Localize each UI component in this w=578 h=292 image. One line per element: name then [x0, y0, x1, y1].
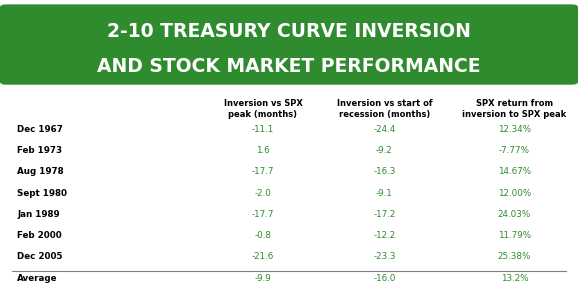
FancyBboxPatch shape [0, 4, 578, 85]
Text: -12.2: -12.2 [373, 231, 395, 239]
Text: -0.8: -0.8 [254, 231, 272, 239]
Text: -23.3: -23.3 [373, 252, 395, 260]
Text: -17.7: -17.7 [252, 168, 274, 176]
Text: -24.4: -24.4 [373, 126, 395, 134]
Text: -7.77%: -7.77% [499, 147, 530, 155]
Text: 25.38%: 25.38% [498, 252, 531, 260]
Text: -21.6: -21.6 [252, 252, 274, 260]
Text: Jan 1989: Jan 1989 [17, 210, 60, 218]
Text: Feb 2000: Feb 2000 [17, 231, 62, 239]
Text: -16.3: -16.3 [373, 168, 395, 176]
Text: 14.67%: 14.67% [498, 168, 531, 176]
Text: -2.0: -2.0 [254, 189, 272, 197]
Text: 2-10 TREASURY CURVE INVERSION: 2-10 TREASURY CURVE INVERSION [107, 22, 471, 41]
Text: 12.00%: 12.00% [498, 189, 531, 197]
Text: 24.03%: 24.03% [498, 210, 531, 218]
Text: Inversion vs SPX
peak (months): Inversion vs SPX peak (months) [224, 99, 302, 119]
Text: -9.9: -9.9 [255, 274, 271, 283]
Text: Inversion vs start of
recession (months): Inversion vs start of recession (months) [336, 99, 432, 119]
Text: 13.2%: 13.2% [501, 274, 528, 283]
Text: 11.79%: 11.79% [498, 231, 531, 239]
Text: -16.0: -16.0 [373, 274, 395, 283]
Text: -17.2: -17.2 [373, 210, 395, 218]
Text: Dec 2005: Dec 2005 [17, 252, 63, 260]
Text: -9.1: -9.1 [376, 189, 392, 197]
Text: SPX return from
inversion to SPX peak: SPX return from inversion to SPX peak [462, 99, 566, 119]
Text: AND STOCK MARKET PERFORMANCE: AND STOCK MARKET PERFORMANCE [97, 57, 481, 76]
Text: -9.2: -9.2 [376, 147, 392, 155]
Text: -11.1: -11.1 [252, 126, 274, 134]
Text: Dec 1967: Dec 1967 [17, 126, 63, 134]
Text: Sept 1980: Sept 1980 [17, 189, 68, 197]
Text: Average: Average [17, 274, 58, 283]
Text: Feb 1973: Feb 1973 [17, 147, 62, 155]
Text: 1.6: 1.6 [256, 147, 270, 155]
Text: 12.34%: 12.34% [498, 126, 531, 134]
Text: -17.7: -17.7 [252, 210, 274, 218]
Text: Aug 1978: Aug 1978 [17, 168, 64, 176]
